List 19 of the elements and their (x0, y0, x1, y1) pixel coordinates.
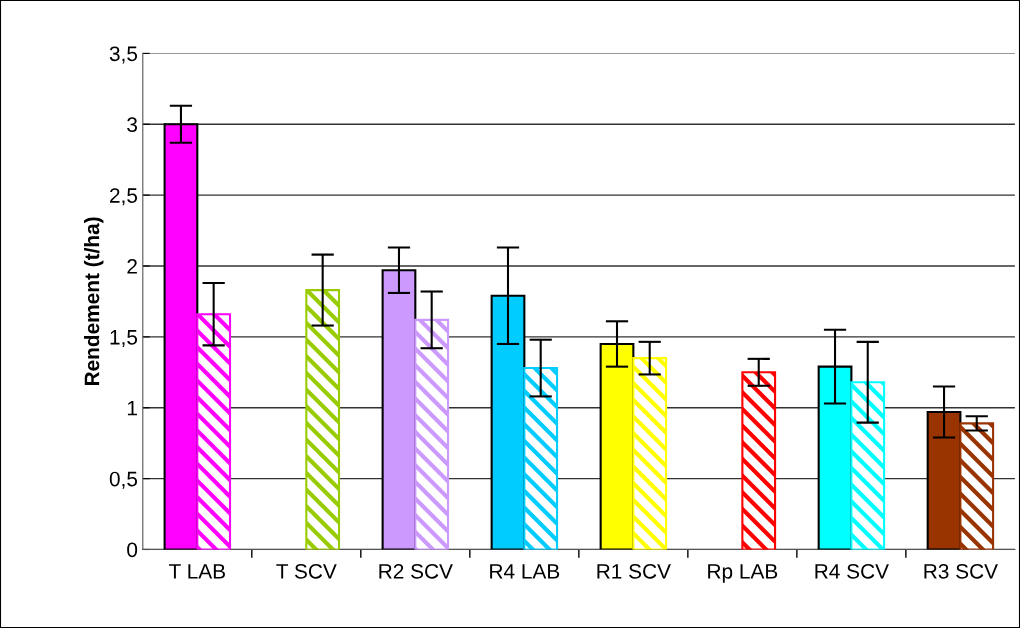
y-tick-label: 1 (127, 400, 137, 416)
x-tick-label: T LAB (169, 564, 225, 579)
y-axis-title: Rendement (t/ha) (84, 217, 104, 386)
x-tick-label: R4 SCV (815, 563, 889, 579)
x-tick-label: R2 SCV (379, 563, 453, 579)
bar (741, 371, 777, 550)
y-tick-label: 0 (127, 542, 138, 558)
x-tick-label: R4 LAB (490, 564, 560, 579)
bar (305, 289, 341, 550)
x-tick-label: T SCV (276, 563, 337, 579)
y-tick-label: 2,5 (110, 188, 138, 206)
x-tick-label: R1 SCV (597, 563, 671, 579)
y-tick-label: 3 (127, 117, 138, 133)
y-tick-label: 3,5 (109, 46, 138, 64)
y-tick-label: 1,5 (110, 330, 138, 348)
y-tick-label: 0,5 (109, 471, 138, 489)
y-tick-label: 2 (127, 259, 137, 274)
x-tick-label: Rp LAB (708, 564, 778, 583)
x-tick-label: R3 SCV (924, 563, 998, 579)
